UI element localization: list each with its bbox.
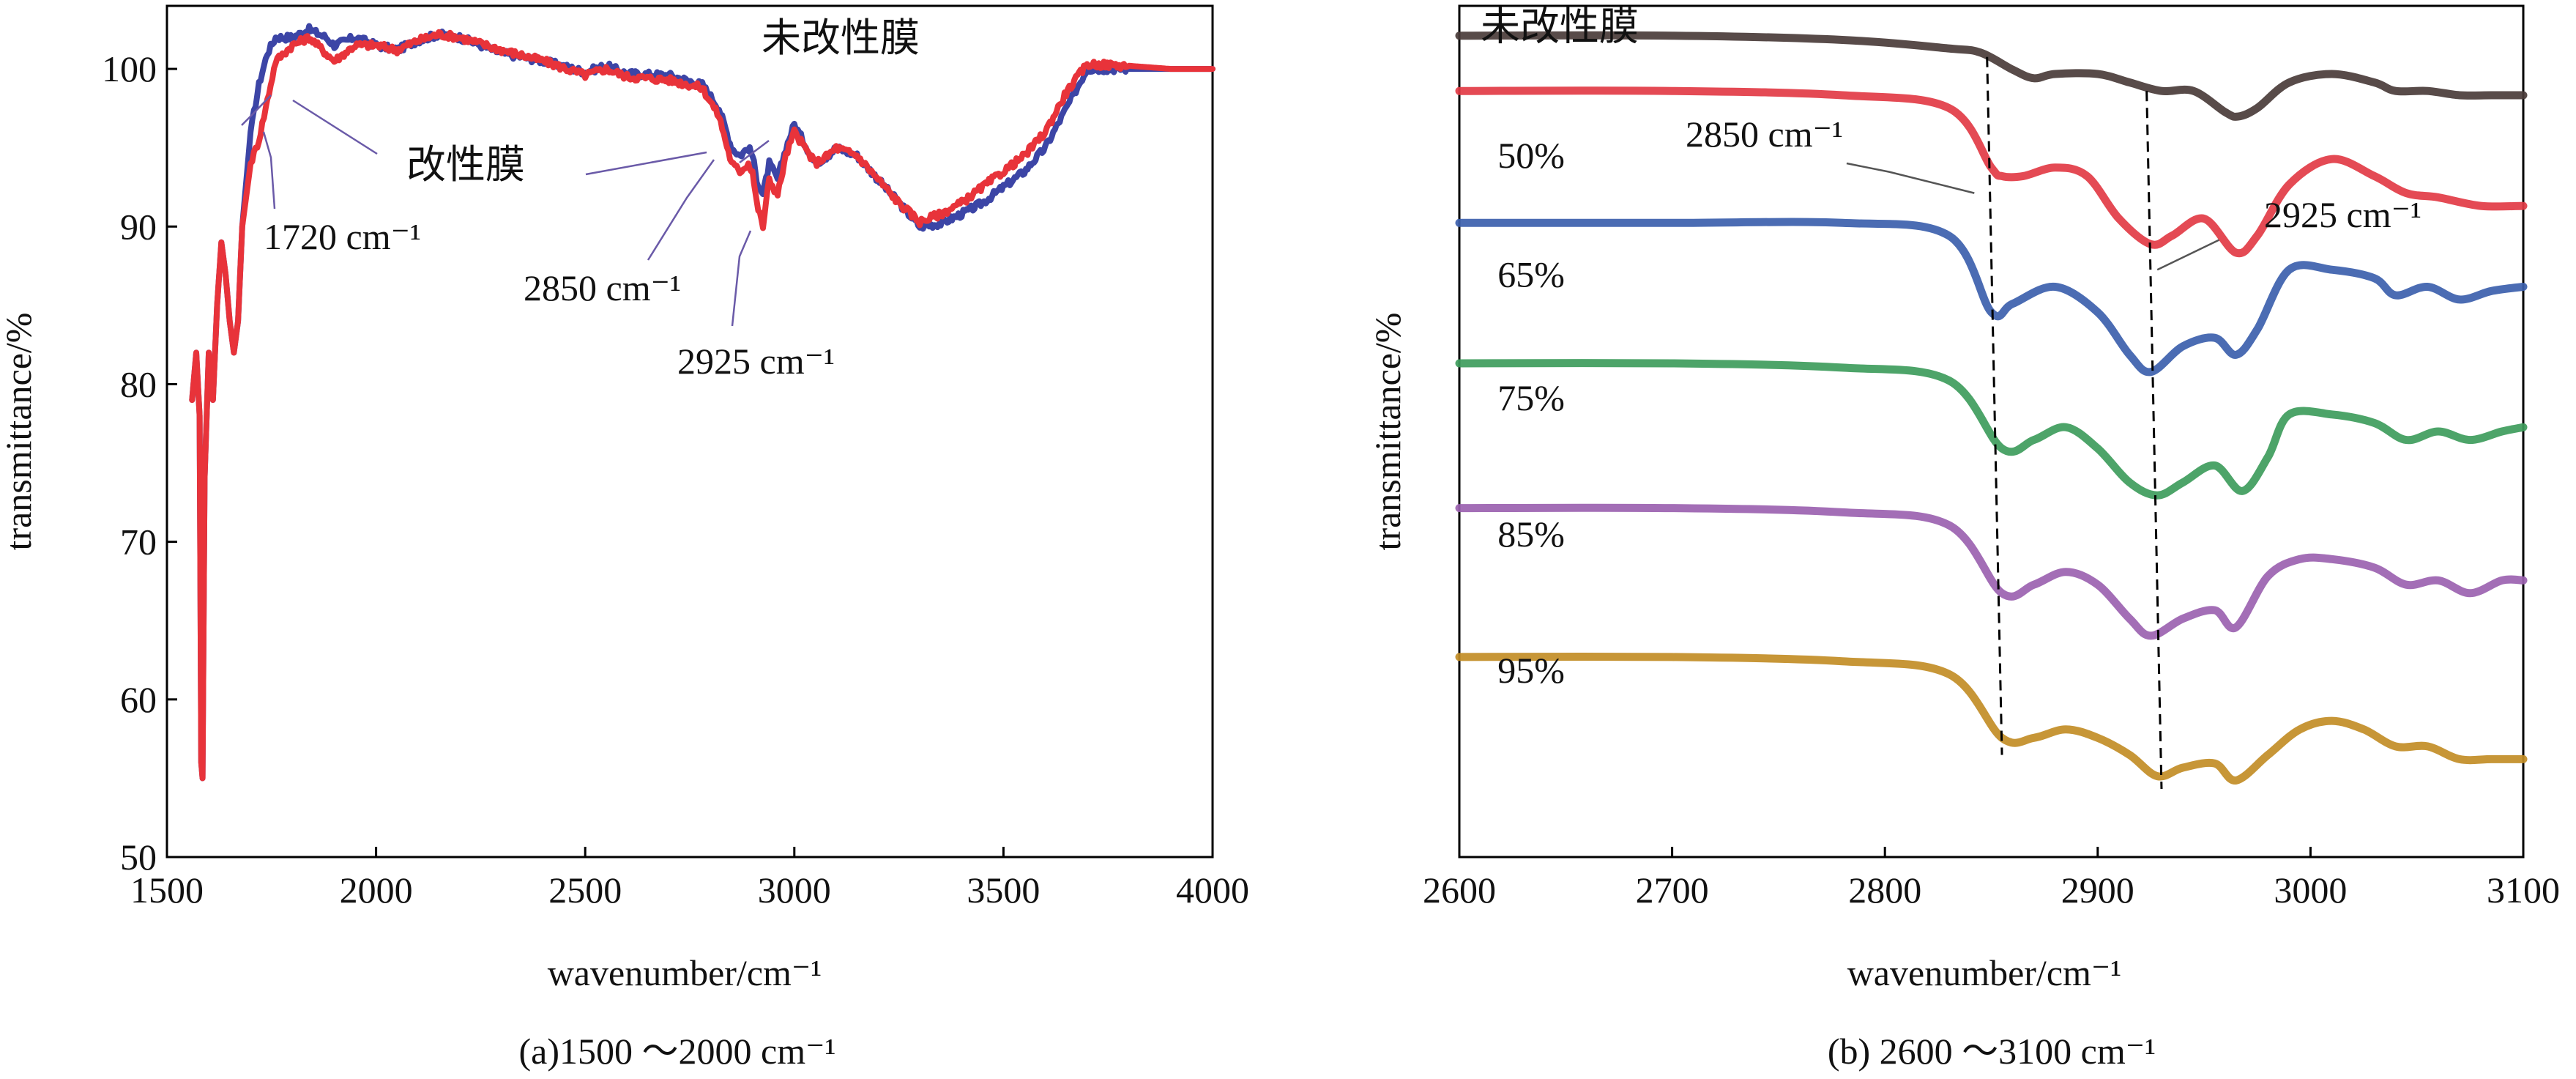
panel-b-x-tick-label: 2600	[1423, 869, 1496, 911]
panel-a-x-tick-label: 3500	[967, 869, 1040, 911]
panel-a-leader-line	[585, 151, 707, 176]
panel-a-x-tick-label: 3000	[758, 869, 831, 911]
panel-a-y-tick-label: 100	[102, 48, 157, 89]
panel-b-series-label: 未改性膜	[1481, 3, 1639, 49]
panel-a-x-tick-label: 4000	[1176, 869, 1249, 911]
panel-b-series-line	[1455, 359, 2528, 500]
panel-a-plot-frame	[165, 4, 1214, 859]
panel-b-annotation-label: 2925 cm⁻¹	[2264, 194, 2421, 235]
panel-b-caption: (b) 2600 ～3100 cm⁻¹	[1828, 1031, 2156, 1072]
panel-a-x-tick-label: 1500	[130, 869, 204, 911]
panel-a-y-tick-label: 50	[120, 837, 157, 878]
panel-b-series-label: 85%	[1497, 513, 1565, 555]
panel-a-series-lines	[189, 23, 1216, 782]
panel-b-leader-line	[2156, 239, 2219, 271]
panel-a-leader-line	[262, 131, 276, 210]
panel-a-annotation-label: 未改性膜	[762, 15, 920, 61]
panel-b-x-axis-label: wavenumber/cm⁻¹	[1847, 952, 2122, 993]
panel-a-x-tick-label: 2000	[340, 869, 413, 911]
panel-a-leader-line	[647, 159, 715, 261]
panel-a-series-line	[189, 29, 1216, 782]
panel-b-series-line	[1455, 653, 2528, 785]
panel-b-y-axis-label: transmittance/%	[1367, 313, 1408, 551]
panel-a-x-tick-label: 2500	[548, 869, 622, 911]
panel-b-series-line	[1455, 218, 2528, 377]
panel-a-leader-line	[739, 140, 770, 163]
panel-b-annotations: 2850 cm⁻¹ 2925 cm⁻¹	[1686, 114, 2421, 271]
panel-b-x-tick-label: 2700	[1636, 869, 1709, 911]
panel-a-y-axis-label: transmittance/%	[0, 313, 39, 551]
panel-a-caption: (a)1500 ～2000 cm⁻¹	[519, 1031, 836, 1072]
panel-b-series-line	[1455, 503, 2528, 640]
panel-a: 50 60 70 80 90 100 1500 2000 2500 3000 3500 4000 未…	[0, 4, 1249, 1072]
panel-b-series-label: 75%	[1497, 377, 1565, 418]
panel-a-leader-line	[292, 99, 378, 155]
panel-a-y-tick-label: 70	[120, 522, 157, 563]
panel-a-leader-line	[241, 94, 272, 126]
panel-b-peak-guide-line	[1986, 56, 2003, 755]
panel-a-annotation-label: 1720 cm⁻¹	[264, 216, 421, 257]
panel-b-x-tick-label: 2800	[1848, 869, 1921, 911]
panel-b-series-label: 50%	[1497, 135, 1565, 176]
panel-a-y-tick-label: 90	[120, 206, 157, 247]
panel-b: 2600 2700 2800 2900 3000 3100 未改性膜 50% 65% 75% 85…	[1367, 3, 2560, 1072]
panel-b-peak-guide-line	[2145, 91, 2163, 790]
panel-a-series-line	[189, 23, 1216, 782]
panel-b-x-tick-label: 3000	[2274, 869, 2347, 911]
panel-a-x-axis-label: wavenumber/cm⁻¹	[548, 952, 822, 993]
panel-b-series-line	[1455, 31, 2528, 121]
panel-a-annotation-label: 2850 cm⁻¹	[524, 267, 681, 308]
panel-b-series-lines	[1455, 31, 2528, 785]
panel-b-peak-guides	[1986, 56, 2163, 790]
panel-a-y-tick-label: 80	[120, 363, 157, 404]
panel-a-y-tick-label: 60	[120, 679, 157, 720]
panel-a-leader-line	[731, 230, 752, 327]
panel-b-x-tick-label: 2900	[2061, 869, 2134, 911]
panel-b-x-ticks: 2600 2700 2800 2900 3000 3100	[1423, 847, 2560, 911]
panel-a-annotation-label: 2925 cm⁻¹	[677, 341, 835, 382]
panel-b-series-label: 95%	[1497, 650, 1565, 691]
panel-b-series-label: 65%	[1497, 253, 1565, 294]
panel-a-x-ticks: 1500 2000 2500 3000 3500 4000	[130, 847, 1249, 911]
panel-b-leader-line	[1846, 162, 1975, 194]
panel-b-series-line	[1455, 86, 2528, 258]
panel-b-series-labels: 未改性膜 50% 65% 75% 85% 95%	[1481, 3, 1639, 690]
panel-a-y-ticks: 50 60 70 80 90 100	[102, 48, 177, 878]
panel-b-x-tick-label: 3100	[2487, 869, 2560, 911]
panel-b-annotation-label: 2850 cm⁻¹	[1686, 114, 1843, 155]
panel-b-plot-frame	[1458, 4, 2525, 859]
panel-a-annotation-label: 改性膜	[406, 141, 525, 188]
